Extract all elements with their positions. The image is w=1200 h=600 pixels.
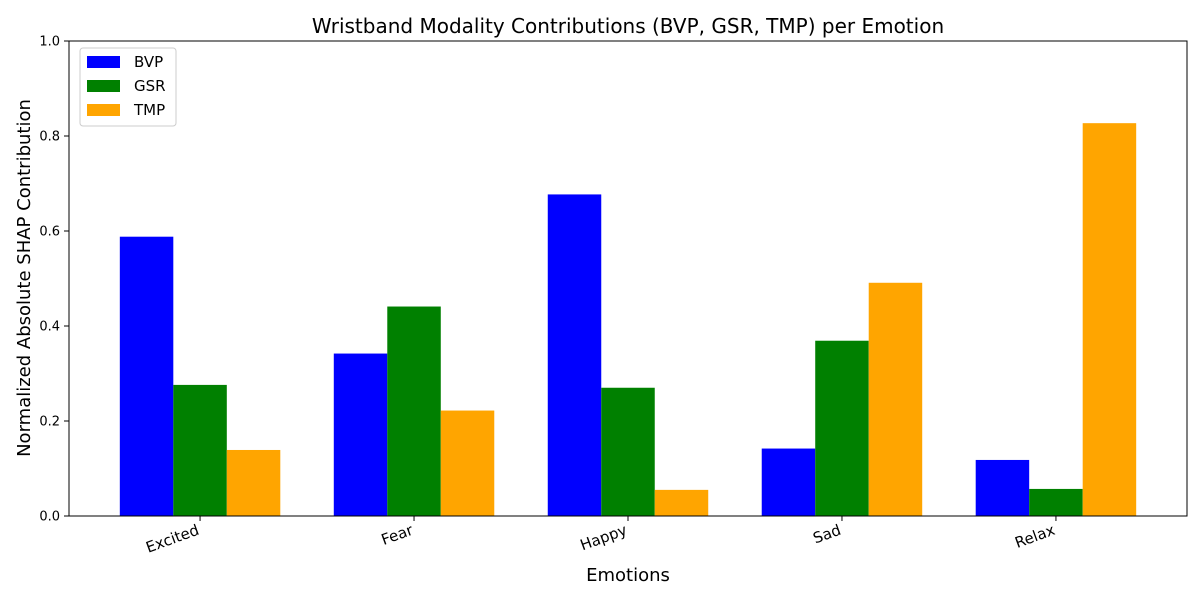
y-tick-label: 0.4 xyxy=(39,320,60,335)
y-tick-label: 0.0 xyxy=(39,510,60,525)
bar-tmp-sad xyxy=(868,282,923,516)
x-tick-label: Sad xyxy=(811,521,844,548)
bar-tmp-relax xyxy=(1082,123,1137,517)
legend-label-tmp: TMP xyxy=(133,101,165,119)
legend: BVP GSR TMP xyxy=(79,47,177,127)
bar-bvp-sad xyxy=(761,448,816,516)
bar-gsr-sad xyxy=(815,340,869,516)
bar-bvp-happy xyxy=(547,194,602,517)
x-tick-label: Relax xyxy=(1012,521,1057,552)
bar-tmp-happy xyxy=(654,489,709,516)
bar-gsr-happy xyxy=(601,387,655,516)
bar-bvp-fear xyxy=(333,353,388,516)
x-tick-label: Happy xyxy=(578,521,630,555)
x-axis-label: Emotions xyxy=(586,565,670,586)
bar-gsr-excited xyxy=(173,384,227,516)
y-tick-label: 0.8 xyxy=(39,130,60,145)
legend-label-gsr: GSR xyxy=(134,77,166,95)
y-tick-label: 0.2 xyxy=(39,415,60,430)
legend-label-bvp: BVP xyxy=(134,53,163,71)
x-tick-label: Excited xyxy=(143,521,201,557)
y-tick-label: 1.0 xyxy=(39,35,60,50)
y-tick-label: 0.6 xyxy=(39,225,60,240)
x-tick-label: Fear xyxy=(379,521,416,549)
bar-tmp-excited xyxy=(226,449,281,516)
chart-title: Wristband Modality Contributions (BVP, G… xyxy=(312,14,944,38)
legend-swatch-bvp xyxy=(87,56,120,68)
y-axis-label: Normalized Absolute SHAP Contribution xyxy=(14,99,35,457)
bar-bvp-relax xyxy=(975,459,1030,516)
bar-gsr-relax xyxy=(1029,488,1083,516)
legend-swatch-tmp xyxy=(87,104,120,116)
bar-bvp-excited xyxy=(119,236,174,516)
bar-tmp-fear xyxy=(440,410,495,516)
legend-swatch-gsr xyxy=(87,80,120,92)
bars-layer xyxy=(119,123,1137,517)
bar-gsr-fear xyxy=(387,306,441,516)
